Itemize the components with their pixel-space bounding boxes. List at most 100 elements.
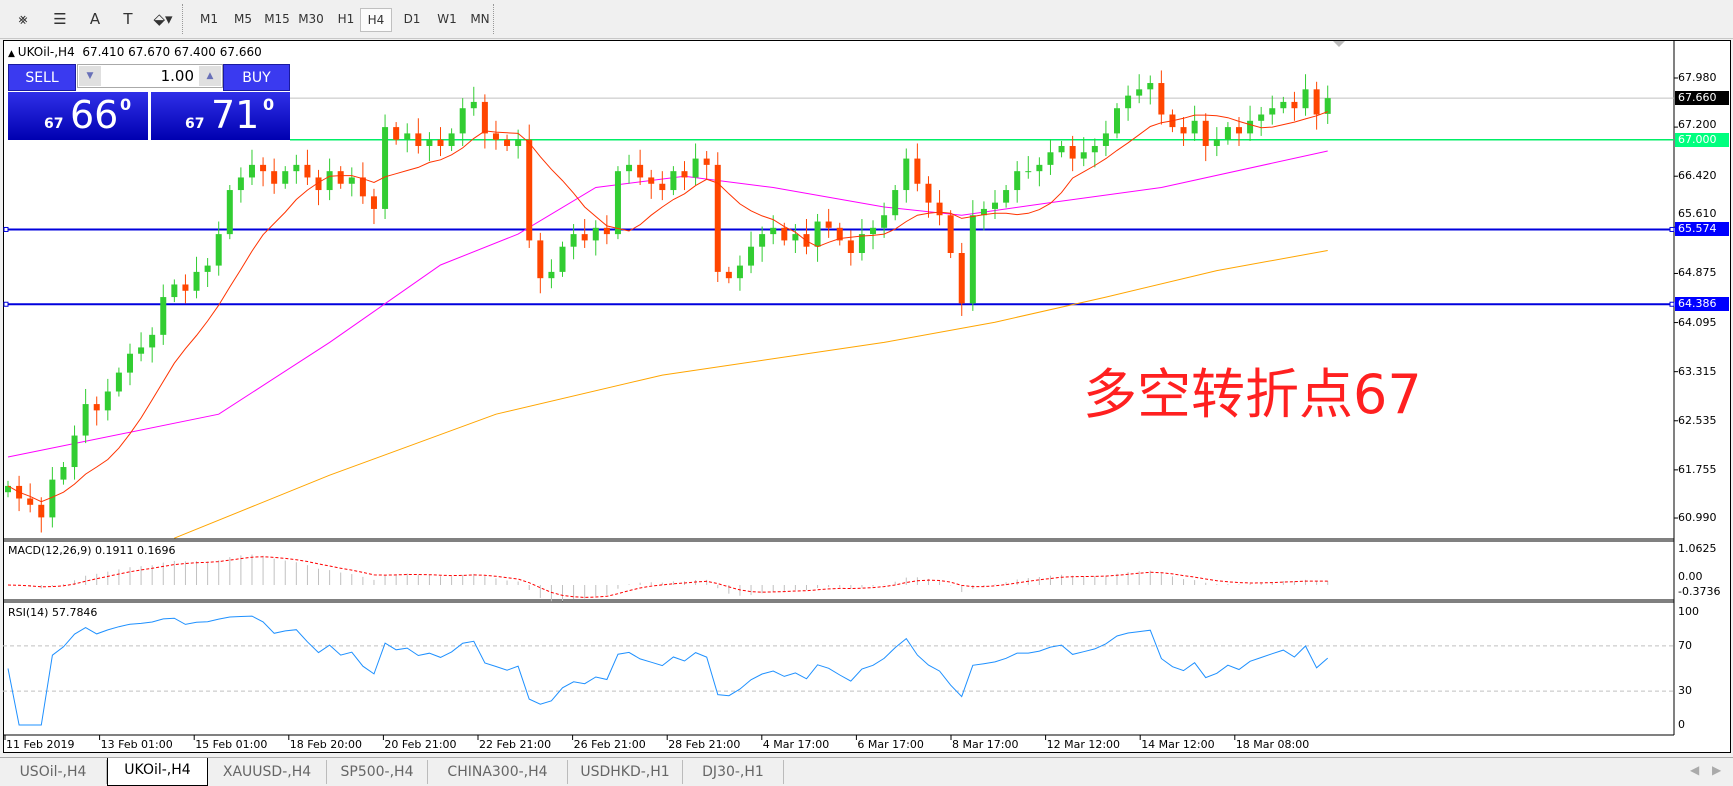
candle (370, 188, 377, 225)
tab-xauusd-h4[interactable]: XAUUSD-,H4 (208, 760, 327, 784)
candle (138, 332, 145, 362)
candle (160, 284, 167, 345)
candle-body (293, 164, 300, 172)
candle (348, 167, 355, 197)
candle (748, 231, 755, 274)
price-axis-label: 67.200 (1678, 117, 1717, 131)
candle (27, 483, 34, 513)
candle (858, 219, 865, 261)
candle-body (526, 139, 533, 241)
candle (1302, 74, 1309, 116)
volume-decrease-icon[interactable]: ▼ (79, 66, 101, 86)
volume-input[interactable]: 1.00 (160, 67, 194, 85)
candle (1202, 113, 1209, 162)
candle (659, 171, 666, 201)
candle-body (282, 171, 289, 184)
candle-body (781, 227, 788, 241)
candle (980, 201, 987, 231)
candle-body (770, 227, 777, 235)
chart-shift-marker-icon[interactable] (1333, 41, 1345, 47)
timeframe-mn[interactable]: MN (470, 12, 490, 26)
timeframe-m5[interactable]: M5 (234, 12, 252, 26)
tab-usdhkd-h1[interactable]: USDHKD-,H1 (568, 760, 683, 784)
toolbar-separator (493, 4, 496, 34)
candle-body (260, 164, 267, 172)
line-handle[interactable] (3, 301, 9, 307)
candle (115, 367, 122, 397)
sell-price[interactable]: 67 66 0 (8, 92, 148, 140)
fibonacci-icon[interactable]: ☰ (53, 10, 67, 28)
buy-price[interactable]: 67 71 0 (151, 92, 290, 140)
candle-body (1036, 164, 1043, 172)
candle (93, 396, 100, 426)
timeframe-h4[interactable]: H4 (360, 8, 392, 32)
timeframe-w1[interactable]: W1 (437, 12, 457, 26)
scroll-left-icon[interactable]: ◀ (1690, 763, 1700, 777)
arrows-icon[interactable]: ⬙▾ (153, 10, 173, 28)
candle-body (115, 372, 122, 392)
candle-body (38, 504, 45, 518)
candle-body (1313, 89, 1320, 115)
candle (870, 220, 877, 250)
candle-body (171, 284, 178, 298)
time-axis-label: 12 Mar 12:00 (1046, 738, 1121, 751)
tab-ukoil-h4[interactable]: UKOil-,H4 (107, 758, 208, 786)
candle (958, 242, 965, 316)
tab-dj30-h1[interactable]: DJ30-,H1 (683, 760, 784, 784)
candle-body (903, 158, 910, 191)
text-icon[interactable]: A (89, 10, 101, 28)
candle (149, 327, 156, 363)
candle (1014, 161, 1021, 203)
timeframe-h1[interactable]: H1 (337, 12, 355, 26)
collapse-triangle-icon[interactable]: ▲ (8, 49, 18, 59)
candle (1058, 140, 1065, 158)
tab-sp500-h4[interactable]: SP500-,H4 (327, 760, 428, 784)
candle-body (1213, 139, 1220, 146)
candle-body (1324, 98, 1331, 114)
chart-window[interactable] (3, 40, 1731, 753)
sell-button[interactable]: SELL (8, 64, 76, 91)
volume-stepper[interactable]: ▼ 1.00 ▲ (77, 64, 223, 88)
candle (1224, 122, 1231, 145)
candle (1025, 156, 1032, 179)
tab-china300-h4[interactable]: CHINA300-,H4 (428, 760, 568, 784)
candle (248, 149, 255, 186)
candle (548, 259, 555, 289)
time-axis-label: 11 Feb 2019 (6, 738, 75, 751)
candle (271, 158, 278, 194)
candle (1247, 105, 1254, 141)
timeframe-m30[interactable]: M30 (298, 12, 324, 26)
candle (736, 255, 743, 291)
price-axis-label: 63.315 (1678, 364, 1717, 378)
candle (537, 232, 544, 294)
line-handle[interactable] (3, 226, 9, 232)
line-handle[interactable] (1669, 301, 1675, 307)
rsi-axis-label: 100 (1678, 605, 1699, 618)
timeframe-d1[interactable]: D1 (403, 12, 421, 26)
line-handle[interactable] (1669, 226, 1675, 232)
price-tag: 64.386 (1675, 297, 1729, 312)
candle (559, 241, 566, 277)
volume-increase-icon[interactable]: ▲ (199, 66, 221, 86)
candle-body (82, 404, 89, 436)
text-label-icon[interactable]: T (123, 10, 133, 28)
candle (637, 149, 644, 186)
candle (1269, 95, 1276, 125)
candle (1003, 185, 1010, 208)
candle-body (703, 158, 710, 165)
candle (282, 166, 289, 189)
timeframe-m1[interactable]: M1 (200, 12, 218, 26)
chart-annotation-text[interactable]: 多空转折点67 (1083, 363, 1422, 426)
candle-body (570, 234, 577, 247)
candle-body (1302, 89, 1309, 109)
candle-body (271, 171, 278, 184)
candle-body (1080, 152, 1087, 159)
candle (504, 134, 511, 152)
tab-usoil-h4[interactable]: USOil-,H4 (0, 760, 107, 784)
scroll-right-icon[interactable]: ▶ (1712, 763, 1722, 777)
timeframe-m15[interactable]: M15 (264, 12, 290, 26)
buy-button[interactable]: BUY (223, 64, 290, 91)
candle-body (759, 234, 766, 247)
elliott-wave-icon[interactable]: ⨳ (18, 10, 28, 28)
